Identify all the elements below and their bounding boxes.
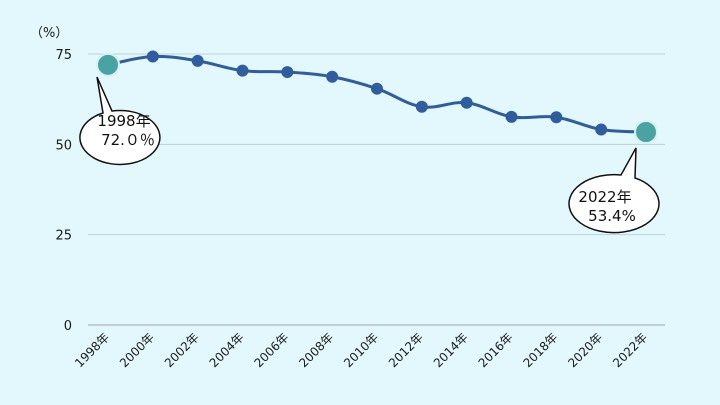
x-tick-label: 2010年 xyxy=(341,330,381,370)
gridlines xyxy=(88,53,665,326)
y-axis: （%） 0 25 50 75 xyxy=(30,26,72,334)
data-point xyxy=(236,64,249,77)
callout-2022-bubble xyxy=(568,147,660,234)
x-tick-label: 2012年 xyxy=(386,330,426,370)
x-tick-label: 2004年 xyxy=(207,330,247,370)
data-point xyxy=(371,82,383,95)
data-point xyxy=(326,70,339,83)
data-point xyxy=(415,100,428,113)
data-points xyxy=(96,50,658,145)
x-tick-label: 2020年 xyxy=(565,330,605,370)
y-tick-label: 25 xyxy=(55,229,72,244)
y-tick-label: 0 xyxy=(64,319,72,334)
callout-1998-bubble xyxy=(79,76,161,166)
callout-2022: 2022年 53.4% xyxy=(568,147,660,234)
y-axis-unit-label: （%） xyxy=(30,26,68,41)
data-point xyxy=(146,50,159,63)
x-tick-label: 2018年 xyxy=(520,330,560,370)
x-axis: 1998年 2000年 2002年 2004年 2006年 2008年 2010年 2012年… xyxy=(72,330,650,370)
callout-2022-value: 53.4% xyxy=(588,207,636,225)
y-tick-label: 50 xyxy=(55,138,72,153)
callout-1998-value: 72.０％ xyxy=(101,131,155,149)
data-point xyxy=(191,54,204,67)
data-point xyxy=(550,111,563,124)
x-tick-label: 2016年 xyxy=(476,330,516,370)
x-tick-label: 2002年 xyxy=(162,330,202,370)
x-tick-label: 2006年 xyxy=(251,330,291,370)
x-tick-label: 2000年 xyxy=(117,330,157,370)
data-point xyxy=(505,110,518,123)
data-point xyxy=(595,123,608,136)
x-tick-label: 1998年 xyxy=(72,330,112,370)
y-tick-label: 75 xyxy=(55,48,72,63)
data-point xyxy=(460,96,473,109)
highlight-point xyxy=(634,120,658,145)
data-point xyxy=(281,66,294,79)
highlight-point xyxy=(96,52,120,77)
x-tick-label: 2008年 xyxy=(296,330,336,370)
callout-1998: 1998年 72.０％ xyxy=(79,76,161,166)
x-tick-label: 2022年 xyxy=(610,330,650,370)
callout-2022-year: 2022年 xyxy=(578,188,631,206)
callout-1998-year: 1998年 xyxy=(97,112,150,130)
x-tick-label: 2014年 xyxy=(431,330,471,370)
